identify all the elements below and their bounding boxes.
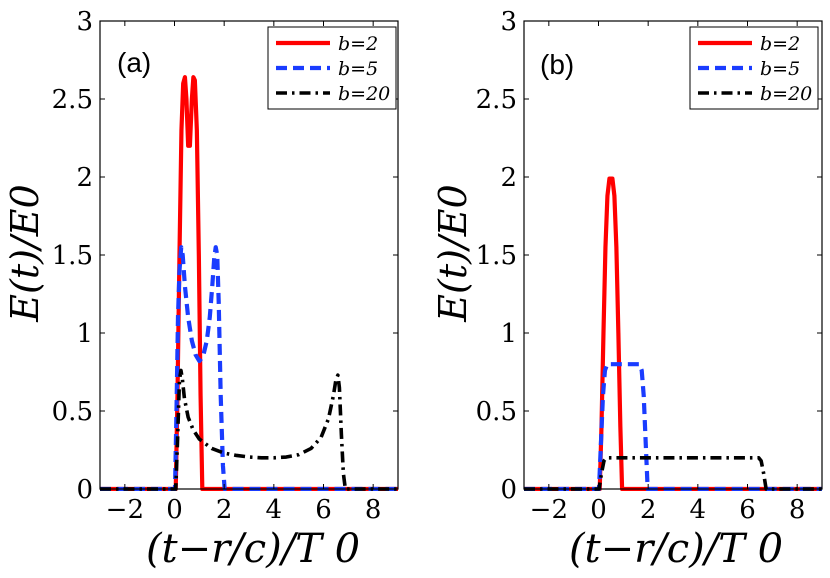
panel-b-xtick-label: 8 — [789, 495, 806, 525]
panel-b-legend: b=2 b=5 b=20 — [689, 26, 819, 110]
panel-b-xtick-label: 2 — [640, 495, 657, 525]
panel-b-ytick-label: 1.5 — [476, 241, 517, 271]
panel-b-series-layer — [524, 176, 822, 491]
panel-a-xtick-label: 0 — [166, 495, 183, 525]
panel-a-xtick-label: 2 — [216, 495, 233, 525]
panel-b-series-b-2 — [524, 176, 822, 491]
panel-a-legend-label-b-5: b=5 — [338, 58, 378, 80]
panel-b-legend-label-b-2: b=2 — [760, 33, 800, 55]
panel-a-legend: b=2 b=5 b=20 — [267, 26, 397, 110]
panel-a-label: (a) — [117, 47, 151, 78]
panel-b-xtick-label: −2 — [530, 495, 568, 525]
panel-b-ytick-label: 3 — [500, 7, 517, 37]
panel-a-ytick-label: 2 — [76, 163, 93, 193]
panel-a-series-b-2 — [100, 75, 398, 491]
panel-a-xtick-label: 8 — [365, 495, 382, 525]
panel-a-ylabel: E(t)/E0 — [3, 184, 47, 322]
panel-a-ytick-label: 0.5 — [52, 397, 93, 427]
panel-b-xtick-label: 6 — [739, 495, 756, 525]
panel-a-ytick-label: 3 — [76, 7, 93, 37]
panel-a-xtick-label: −2 — [106, 495, 144, 525]
panel-a-xtick-label: 4 — [266, 495, 283, 525]
panel-b-ytick-label: 1 — [500, 319, 517, 349]
panel-a-legend-label-b-2: b=2 — [338, 33, 378, 55]
panel-a: E(t)/E0 −2 0 2 4 6 800.511.522.53 (a) b=2b=5b… — [3, 7, 399, 572]
panel-a-xtick-label: 6 — [315, 495, 332, 525]
panel-b-series-b-5 — [524, 362, 822, 491]
panel-b-ytick-label: 0.5 — [476, 397, 517, 427]
panel-a-series-layer — [100, 75, 398, 491]
panel-a-ytick-label: 0 — [76, 475, 93, 505]
panel-a-legend-label-b-20: b=20 — [338, 83, 390, 105]
panel-a-xlabel: (t−r/c)/T 0 — [146, 526, 360, 572]
panel-a-plot-clip-group — [100, 75, 398, 491]
panel-b-ylabel-group: E(t)/E0 — [431, 184, 475, 322]
panel-b-legend-label-b-5: b=5 — [760, 58, 800, 80]
panel-b-ytick-label: 0 — [500, 475, 517, 505]
panel-b-ytick-label: 2.5 — [476, 85, 517, 115]
panel-b-legend-box — [689, 26, 819, 110]
panel-a-ytick-label: 2.5 — [52, 85, 93, 115]
panel-b-xlabel: (t−r/c)/T 0 — [569, 526, 783, 572]
panel-a-legend-box — [267, 26, 397, 110]
panel-a-ytick-label: 1 — [76, 319, 93, 349]
panel-a-ytick-label: 1.5 — [52, 241, 93, 271]
panel-a-series-b-20 — [100, 368, 398, 491]
panel-a-ylabel-group: E(t)/E0 — [3, 184, 47, 322]
panel-b-xtick-label: 4 — [690, 495, 707, 525]
panel-b-ylabel: E(t)/E0 — [431, 184, 475, 322]
panel-a-ticks: −2 0 2 4 6 8 0 0.5 1 1.5 2 2.5 3 — [52, 7, 398, 525]
panel-b-series-b-20 — [524, 456, 822, 491]
panel-b-plot-clip-group — [524, 176, 822, 491]
panel-b: E(t)/E0 −2 0 2 4 6 800.511.522.53 (b) b=2b=5b… — [431, 7, 823, 572]
panel-b-xtick-label: 0 — [590, 495, 607, 525]
panel-b-ytick-label: 2 — [500, 163, 517, 193]
panel-a-series-b-5 — [100, 245, 398, 491]
panel-b-label: (b) — [540, 49, 574, 80]
panel-b-legend-label-b-20: b=20 — [760, 83, 812, 105]
panel-b-ticks: −2 0 2 4 6 8 0 0.5 1 1.5 2 2.5 3 — [476, 7, 822, 525]
